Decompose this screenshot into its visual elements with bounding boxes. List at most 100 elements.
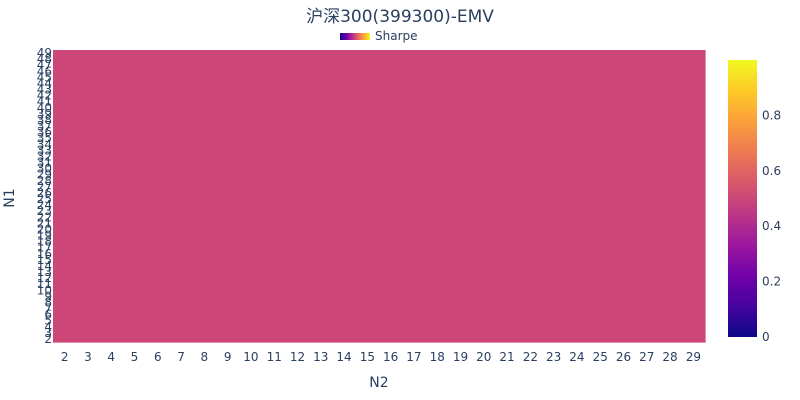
heatmap-cell xyxy=(309,232,334,240)
heatmap-cell xyxy=(239,202,264,209)
heatmap-cell xyxy=(588,56,613,63)
heatmap-cell xyxy=(635,275,660,282)
heatmap-cell xyxy=(53,92,77,100)
heatmap-cell xyxy=(216,323,240,331)
heatmap-cell xyxy=(309,135,334,142)
heatmap-cell xyxy=(192,147,217,155)
heatmap-cell xyxy=(448,299,473,307)
heatmap-cell xyxy=(285,250,310,258)
heatmap-cell xyxy=(169,68,194,75)
heatmap-cell xyxy=(53,220,77,228)
heatmap-cell xyxy=(239,80,264,88)
heatmap-cell xyxy=(588,287,613,294)
heatmap-cell xyxy=(635,141,660,148)
heatmap-cell xyxy=(309,305,334,313)
heatmap-cell xyxy=(192,214,217,221)
heatmap-cell xyxy=(518,329,543,337)
heatmap-cell xyxy=(216,250,240,258)
heatmap-cell xyxy=(472,305,497,313)
heatmap-cell xyxy=(588,159,613,167)
heatmap-cell xyxy=(99,98,124,106)
heatmap-cell xyxy=(239,335,264,343)
heatmap-cell xyxy=(658,256,683,264)
heatmap-cell xyxy=(611,68,636,75)
heatmap-cell xyxy=(262,98,287,106)
heatmap-cell xyxy=(681,177,706,185)
heatmap-cell xyxy=(262,293,287,301)
heatmap-cell xyxy=(216,232,240,240)
heatmap-cell xyxy=(379,159,403,167)
heatmap-cell xyxy=(425,305,450,313)
heatmap-cell xyxy=(239,98,264,106)
heatmap-cell xyxy=(448,141,473,148)
heatmap-cell xyxy=(332,305,357,313)
heatmap-cell xyxy=(355,80,380,88)
heatmap-cell xyxy=(355,135,380,142)
heatmap-cell xyxy=(402,183,427,191)
heatmap-cell xyxy=(355,323,380,331)
x-tick-label: 21 xyxy=(499,350,514,364)
heatmap-cell xyxy=(635,80,660,88)
heatmap-cell xyxy=(262,311,287,319)
heatmap-cell xyxy=(192,62,217,69)
heatmap-cell xyxy=(635,293,660,301)
heatmap-cell xyxy=(495,214,520,221)
heatmap-cell xyxy=(402,275,427,282)
heatmap-cell xyxy=(542,293,566,301)
heatmap-cell xyxy=(122,50,147,57)
heatmap-cell xyxy=(448,256,473,264)
heatmap-cell xyxy=(681,141,706,148)
heatmap-cell xyxy=(472,323,497,331)
heatmap-cell xyxy=(262,123,287,130)
heatmap-cell xyxy=(146,238,171,246)
heatmap-cell xyxy=(99,269,124,276)
heatmap-cell xyxy=(239,287,264,294)
heatmap-cell xyxy=(635,299,660,307)
heatmap-cell xyxy=(122,256,147,264)
heatmap-cell xyxy=(402,147,427,155)
heatmap-cell xyxy=(332,220,357,228)
heatmap-cell xyxy=(635,214,660,221)
heatmap-cell xyxy=(588,74,613,82)
heatmap-cell xyxy=(76,317,101,325)
heatmap-cell xyxy=(379,171,403,179)
heatmap-cell xyxy=(355,62,380,69)
heatmap-cell xyxy=(495,202,520,209)
heatmap-cell xyxy=(542,305,566,313)
heatmap-cell xyxy=(542,104,566,112)
heatmap-cell xyxy=(658,299,683,307)
heatmap-cell xyxy=(495,323,520,331)
heatmap-cell xyxy=(681,262,706,270)
heatmap-cell xyxy=(658,74,683,82)
y-tick-label: 3 xyxy=(44,326,52,340)
plot-area[interactable] xyxy=(53,50,706,343)
y-axis-title: N1 xyxy=(2,188,18,207)
heatmap-cell xyxy=(146,281,171,288)
heatmap-cell xyxy=(611,147,636,155)
heatmap-cell xyxy=(332,116,357,124)
heatmap-cell xyxy=(635,250,660,258)
heatmap-cell xyxy=(542,98,566,106)
heatmap-cell xyxy=(681,269,706,276)
heatmap-cell xyxy=(611,269,636,276)
heatmap-cell xyxy=(402,74,427,82)
heatmap-cell xyxy=(262,305,287,313)
heatmap-cell xyxy=(239,262,264,270)
heatmap-cell xyxy=(402,116,427,124)
heatmap-cell xyxy=(448,214,473,221)
heatmap-cell xyxy=(588,299,613,307)
heatmap-cell xyxy=(285,214,310,221)
heatmap-cell xyxy=(53,323,77,331)
heatmap-cell xyxy=(262,50,287,57)
heatmap-cell xyxy=(355,129,380,136)
heatmap-cell xyxy=(76,269,101,276)
heatmap-cell xyxy=(495,80,520,88)
legend[interactable]: Sharpe xyxy=(340,29,418,43)
heatmap-cell xyxy=(309,317,334,325)
y-tick-label: 44 xyxy=(37,76,52,90)
heatmap-cell xyxy=(425,238,450,246)
heatmap-cell xyxy=(262,189,287,197)
heatmap-cell xyxy=(472,86,497,94)
heatmap-cell xyxy=(472,317,497,325)
heatmap-cell xyxy=(565,92,590,100)
